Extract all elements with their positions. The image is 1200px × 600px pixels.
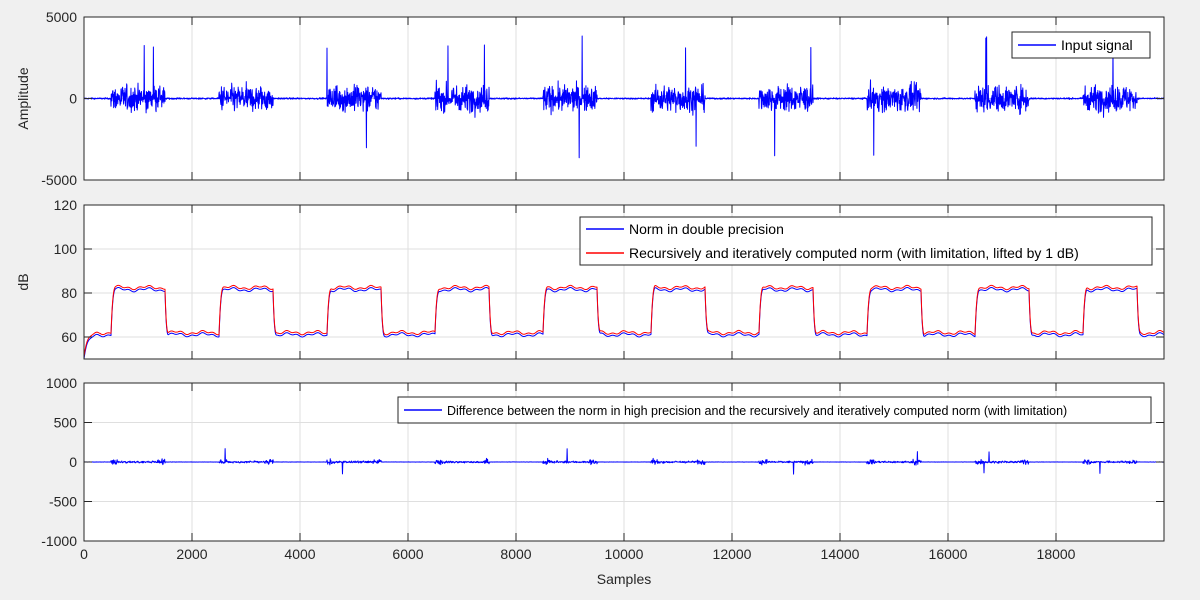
legend-box: [579, 216, 1153, 266]
x-tick-label: 14000: [821, 546, 860, 562]
legend: Norm in double precision Recursively and …: [579, 216, 1153, 266]
legend: Input signal: [1011, 31, 1151, 59]
series-group: [84, 35, 1164, 159]
x-tick-label: 12000: [713, 546, 752, 562]
difference-axes: 0 2000 4000 6000 8000 10000 12000 14000 16000 180…: [41, 375, 1165, 587]
y-axis-label: dB: [15, 273, 31, 290]
y-tick-label: 500: [54, 415, 78, 431]
y-tick-label: 80: [61, 285, 77, 301]
y-axis-label: Amplitude: [15, 67, 31, 129]
legend-entry: Input signal: [1061, 37, 1133, 53]
y-tick-label: 1000: [46, 375, 77, 391]
x-axis-label: Samples: [597, 571, 651, 587]
series-group: [84, 284, 1164, 359]
series-group: [84, 448, 1164, 475]
x-tick-label: 10000: [605, 546, 644, 562]
legend: Difference between the norm in high prec…: [397, 396, 1152, 424]
x-tick-label: 8000: [500, 546, 531, 562]
series-line: [84, 448, 1164, 475]
y-tick-label: 120: [54, 197, 78, 213]
series-line: [84, 35, 1164, 159]
legend-entry: Norm in double precision: [629, 221, 784, 237]
x-tick-label: 16000: [929, 546, 968, 562]
y-tick-label: 60: [61, 329, 77, 345]
legend-entry: Difference between the norm in high prec…: [447, 404, 1067, 418]
y-tick-label: 0: [69, 91, 77, 107]
y-tick-label: 5000: [46, 9, 77, 25]
legend-entry: Recursively and iteratively computed nor…: [629, 245, 1079, 261]
series-line: [84, 284, 1164, 357]
y-tick-label: -1000: [41, 533, 77, 549]
y-tick-label: 0: [69, 454, 77, 470]
legend-box: [397, 396, 1152, 424]
y-tick-label: -5000: [41, 172, 77, 188]
x-tick-label: 0: [80, 546, 88, 562]
db-axes: 60 80 100 120 dB Norm in double precision Recu…: [15, 197, 1165, 360]
y-tick-label: 100: [54, 241, 78, 257]
y-tick-label: -500: [49, 494, 77, 510]
x-tick-label: 18000: [1037, 546, 1076, 562]
x-tick-label: 4000: [284, 546, 315, 562]
x-tick-label: 6000: [392, 546, 423, 562]
amplitude-axes: -5000 0 5000 Amplitude Input signal: [15, 9, 1165, 188]
series-line: [84, 287, 1164, 359]
x-tick-label: 2000: [176, 546, 207, 562]
